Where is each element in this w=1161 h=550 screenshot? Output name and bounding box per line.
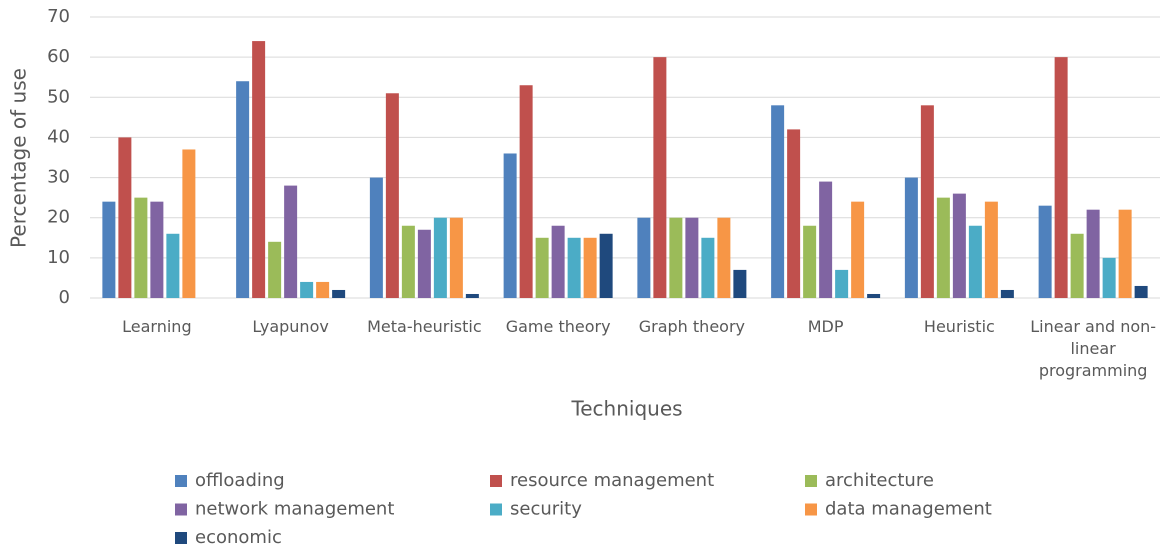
y-tick-label: 20 [47,207,70,228]
bar [904,177,918,298]
bar [1134,285,1148,298]
x-tick-label: Meta-heuristic [367,317,482,336]
legend-swatch [490,503,502,516]
bar [150,201,164,298]
y-axis-label: Percentage of use [7,68,31,248]
legend-label: economic [195,527,282,548]
bar [465,293,479,298]
bar [637,217,651,298]
bar [851,201,865,298]
bar [252,41,266,298]
bar [733,269,747,298]
x-tick-label: Game theory [505,317,611,336]
x-tick-label: Learning [122,317,192,336]
bar [134,197,148,298]
bar [369,177,383,298]
bar [268,241,282,298]
legend-label: resource management [510,470,714,491]
bar [1070,233,1084,298]
bar [401,225,415,298]
bar [332,289,346,298]
bar [316,281,330,298]
legend-swatch [490,475,502,487]
bar [519,85,533,298]
legend-label: data management [825,499,992,520]
bar [535,237,549,298]
bar [803,225,817,298]
bar [300,281,314,298]
bar [417,229,431,298]
bar [118,137,132,298]
bar [1086,209,1100,298]
bar [1000,289,1014,298]
y-tick-label: 10 [47,247,70,268]
y-tick-label: 30 [47,167,70,188]
bar [182,149,196,298]
bar [433,217,447,298]
bar [166,233,180,298]
legend-label: offloading [195,470,285,491]
bar [567,237,581,298]
bar [385,93,399,299]
bar [920,105,934,298]
legend-swatch [175,532,187,544]
y-tick-label: 60 [47,46,70,67]
bar [583,237,597,298]
legend-label: network management [195,499,394,520]
y-tick-label: 40 [47,126,70,147]
legend-swatch [175,475,187,487]
bar [787,129,801,298]
bar [449,217,463,298]
bar [284,185,298,298]
bar [685,217,699,298]
bar [551,225,565,298]
bar [599,233,613,298]
legend-swatch [805,475,817,487]
legend-swatch [805,503,817,516]
bar [669,217,683,298]
bar [819,181,833,298]
bar [936,197,950,298]
bar [503,153,517,298]
legend-label: architecture [825,470,934,491]
bar [1118,209,1132,298]
bar [1054,57,1068,299]
x-tick-label: Lyapunov [252,317,329,336]
bar [1102,257,1116,298]
bar [236,81,250,298]
x-tick-label: Graph theory [638,317,745,336]
bar [701,237,715,298]
bar [835,269,849,298]
x-tick-label: MDP [807,317,844,336]
bar [102,201,116,298]
x-tick-label: Heuristic [923,317,995,336]
x-axis-label: Techniques [570,397,682,421]
y-tick-label: 50 [47,86,70,107]
bar [952,193,966,298]
legend-swatch [175,503,187,516]
legend-label: security [510,499,582,520]
bar [653,57,667,299]
bar [867,293,881,298]
bar [968,225,982,298]
bar [717,217,731,298]
y-tick-label: 70 [47,6,70,27]
y-tick-label: 0 [59,287,70,308]
bar [984,201,998,298]
bar [771,105,785,298]
bar [1038,205,1052,298]
x-tick-label: Linear and non-linear programming [1030,317,1157,380]
